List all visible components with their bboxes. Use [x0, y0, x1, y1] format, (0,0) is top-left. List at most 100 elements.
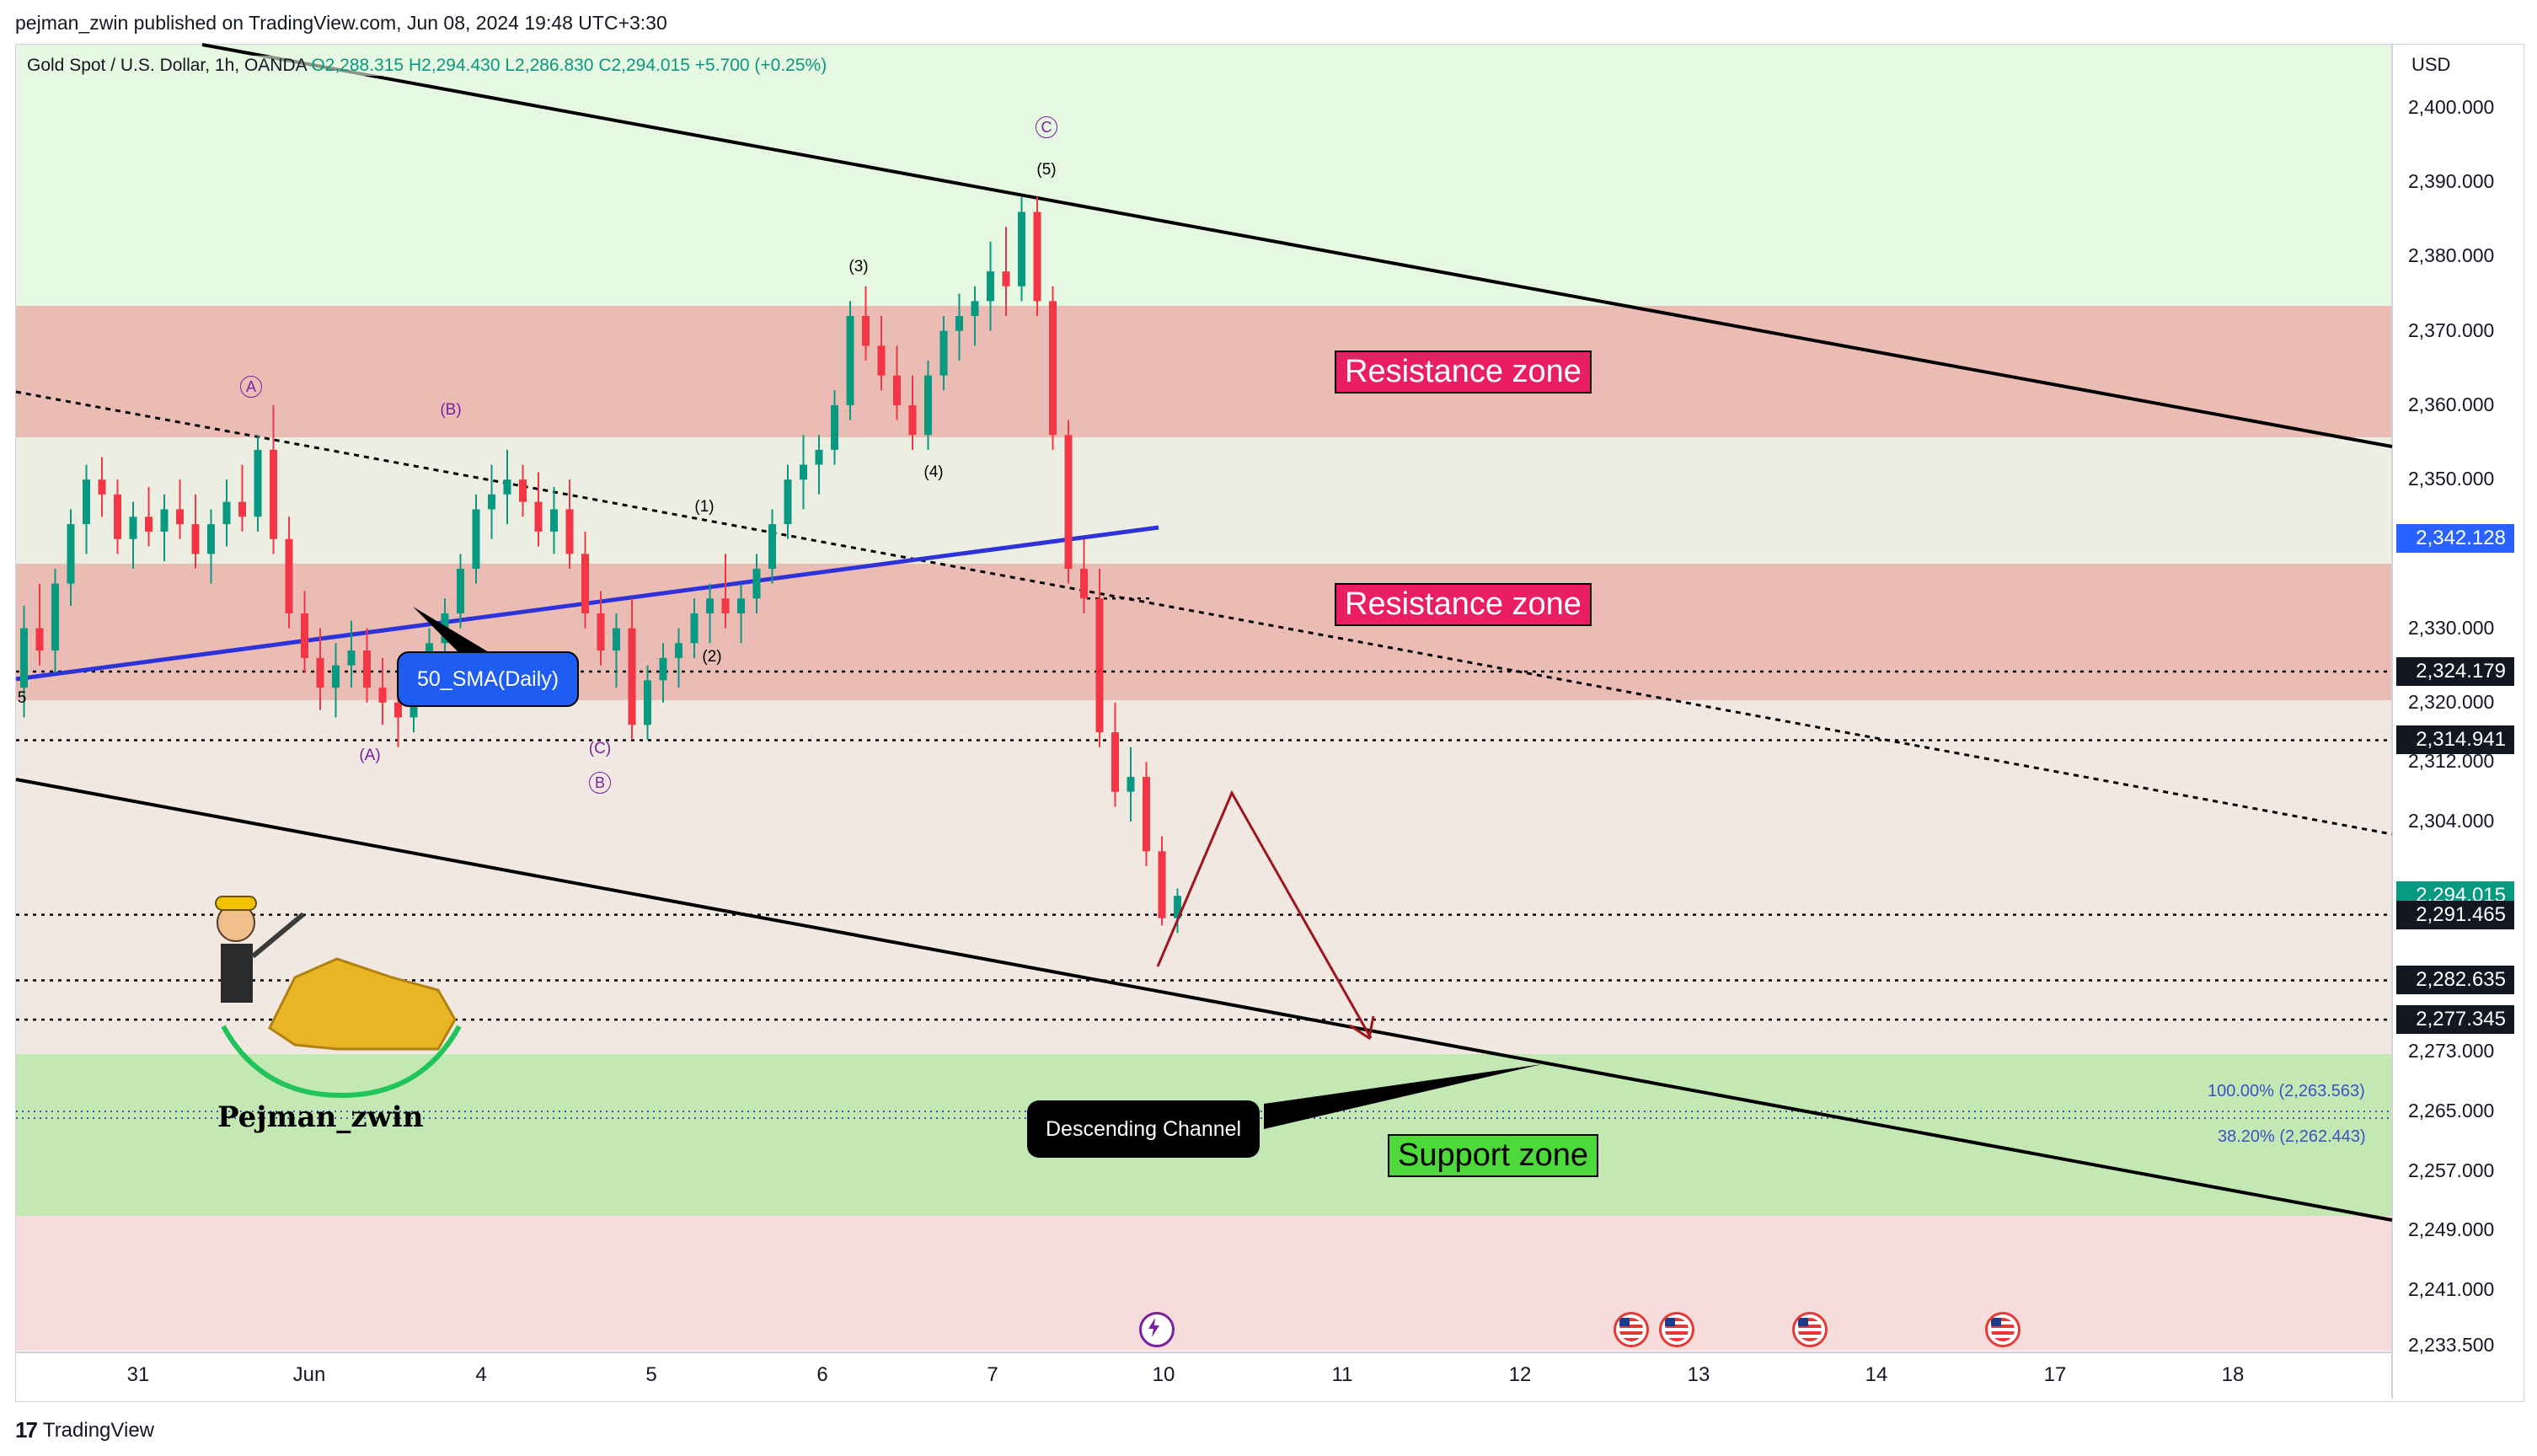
- bottom-pink-band: [16, 1216, 2392, 1351]
- candle: [176, 479, 184, 539]
- candle: [270, 404, 277, 554]
- candle-body: [597, 613, 605, 651]
- candle-body: [98, 479, 106, 495]
- candle-body: [784, 479, 792, 525]
- wave-label-c-paren: (C): [588, 740, 612, 757]
- candle-body: [752, 569, 761, 599]
- candle: [238, 464, 246, 532]
- us-flag-event-icon[interactable]: [1985, 1312, 2021, 1347]
- wave-label-edge-5: 5: [17, 689, 27, 707]
- candle-body: [67, 524, 75, 584]
- currency-selector[interactable]: USD: [2411, 54, 2451, 75]
- candle-body: [457, 569, 464, 613]
- candle: [1033, 196, 1041, 317]
- us-flag-event-icon[interactable]: [1792, 1312, 1828, 1347]
- candle-body: [877, 345, 886, 376]
- candle-body: [846, 316, 854, 405]
- candle-body: [971, 301, 979, 317]
- candle: [20, 606, 28, 718]
- us-flag-event-icon[interactable]: [1614, 1312, 1649, 1347]
- sma-callout: 50_SMA(Daily): [397, 651, 580, 707]
- candle-body: [316, 657, 324, 688]
- candle: [1111, 702, 1119, 807]
- candle-body: [690, 613, 698, 644]
- candle-body: [831, 404, 838, 450]
- candle: [924, 360, 932, 450]
- us-flag-event-icon[interactable]: [1659, 1312, 1694, 1347]
- y-tick-label: 2,273.000: [2408, 1040, 2495, 1063]
- candle: [519, 464, 527, 517]
- candle: [129, 501, 137, 570]
- candle-body: [1064, 435, 1073, 570]
- mascot-arc-right: [340, 1025, 462, 1098]
- candle: [846, 301, 854, 420]
- y-tick-label: 2,249.000: [2408, 1218, 2495, 1241]
- candle-body: [1095, 598, 1104, 733]
- candle: [98, 457, 106, 517]
- x-tick-label: Jun: [292, 1363, 326, 1386]
- candle-body: [815, 449, 823, 465]
- candle: [1064, 420, 1073, 584]
- candle-body: [207, 524, 215, 554]
- y-tick-label: 2,400.000: [2408, 96, 2495, 118]
- candle: [301, 591, 308, 673]
- candle: [160, 494, 169, 562]
- wave-label-b-circle: B: [589, 772, 611, 794]
- candle-body: [721, 598, 730, 613]
- candle: [644, 665, 651, 740]
- channel-upper-line: [201, 43, 2393, 448]
- candle: [51, 569, 59, 673]
- candle-body: [628, 628, 636, 725]
- candle-body: [378, 688, 387, 703]
- candle-body: [1127, 777, 1135, 792]
- candle-body: [862, 316, 870, 346]
- candle: [597, 591, 605, 666]
- candle-body: [924, 375, 932, 436]
- wave-label-4: (4): [923, 463, 944, 481]
- lightning-event-icon[interactable]: [1139, 1312, 1175, 1347]
- candle: [987, 241, 994, 331]
- price-tag: 2,314.941: [2396, 725, 2514, 755]
- candle-body: [768, 524, 776, 570]
- candle: [971, 286, 979, 346]
- candle-body: [581, 554, 589, 613]
- candle: [332, 643, 340, 718]
- author-name: Pejman_zwin: [217, 1100, 424, 1134]
- candle-body: [285, 538, 293, 613]
- candle-body: [363, 650, 371, 688]
- candle: [222, 479, 231, 547]
- channel-callout-pointer: [1264, 1064, 1542, 1129]
- candle: [1174, 888, 1181, 934]
- candle: [877, 316, 886, 391]
- candle-body: [222, 501, 231, 525]
- candle-body: [1033, 211, 1041, 302]
- projection-path: [1156, 790, 1373, 1039]
- mascot-pickaxe: [251, 912, 305, 959]
- symbol-legend: Gold Spot / U.S. Dollar, 1h, OANDA O2,28…: [27, 56, 827, 76]
- candle: [114, 479, 121, 554]
- x-tick-label: 11: [1331, 1363, 1353, 1386]
- upper-green-band: [16, 45, 2392, 306]
- candle: [1143, 762, 1150, 866]
- middle-beige-band: [16, 437, 2392, 564]
- y-tick-label: 2,330.000: [2408, 616, 2495, 639]
- wave-label-a-circle: A: [240, 376, 262, 398]
- candle: [254, 435, 262, 532]
- candle-body: [503, 479, 511, 495]
- candle: [207, 509, 215, 584]
- wave-label-2: (2): [702, 648, 722, 666]
- candle: [1158, 836, 1166, 926]
- candle-body: [332, 665, 340, 688]
- candle: [35, 583, 44, 666]
- candle: [550, 486, 558, 554]
- candle-body: [238, 501, 246, 517]
- candle-body: [1018, 211, 1025, 286]
- x-tick-label: 14: [1865, 1363, 1888, 1386]
- candle: [955, 293, 963, 361]
- candle-body: [1049, 301, 1057, 436]
- y-tick-label: 2,265.000: [2408, 1100, 2495, 1122]
- footer-brand[interactable]: 17 TradingView: [15, 1417, 154, 1443]
- candle-body: [129, 517, 137, 539]
- ohlc-close: C2,294.015: [598, 56, 690, 75]
